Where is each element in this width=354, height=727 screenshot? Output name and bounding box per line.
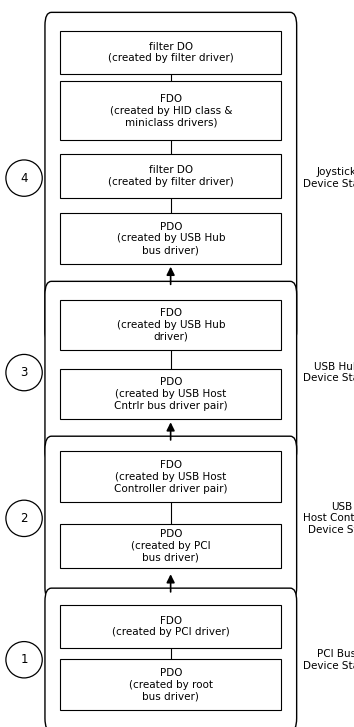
FancyBboxPatch shape [60, 659, 281, 710]
FancyBboxPatch shape [45, 436, 297, 601]
FancyBboxPatch shape [45, 281, 297, 464]
FancyBboxPatch shape [60, 451, 281, 502]
Text: 1: 1 [20, 654, 28, 666]
Text: Joystick
Device Stack: Joystick Device Stack [303, 167, 354, 189]
FancyBboxPatch shape [60, 213, 281, 264]
FancyBboxPatch shape [60, 524, 281, 568]
Text: filter DO
(created by filter driver): filter DO (created by filter driver) [108, 41, 234, 63]
FancyBboxPatch shape [45, 588, 297, 727]
Text: USB
Host Controller
Device Stack: USB Host Controller Device Stack [303, 502, 354, 535]
Text: PCI Bus
Device Stack: PCI Bus Device Stack [303, 649, 354, 670]
Text: FDO
(created by HID class &
miniclass drivers): FDO (created by HID class & miniclass dr… [109, 94, 232, 127]
Text: 3: 3 [21, 366, 28, 379]
FancyBboxPatch shape [60, 31, 281, 74]
Ellipse shape [6, 641, 42, 678]
Text: PDO
(created by PCI
bus driver): PDO (created by PCI bus driver) [131, 529, 211, 563]
Text: FDO
(created by USB Hub
driver): FDO (created by USB Hub driver) [116, 308, 225, 342]
FancyBboxPatch shape [60, 81, 281, 140]
Text: USB Hub
Device Stack: USB Hub Device Stack [303, 362, 354, 383]
Text: FDO
(created by USB Host
Controller driver pair): FDO (created by USB Host Controller driv… [114, 460, 228, 494]
FancyBboxPatch shape [60, 300, 281, 350]
Text: PDO
(created by root
bus driver): PDO (created by root bus driver) [129, 668, 213, 702]
FancyBboxPatch shape [45, 12, 297, 344]
Text: filter DO
(created by filter driver): filter DO (created by filter driver) [108, 165, 234, 187]
FancyBboxPatch shape [60, 369, 281, 419]
Text: 4: 4 [20, 172, 28, 185]
Text: PDO
(created by USB Host
Cntrlr bus driver pair): PDO (created by USB Host Cntrlr bus driv… [114, 377, 228, 411]
FancyBboxPatch shape [60, 605, 281, 648]
Text: FDO
(created by PCI driver): FDO (created by PCI driver) [112, 616, 230, 638]
Text: PDO
(created by USB Hub
bus driver): PDO (created by USB Hub bus driver) [116, 222, 225, 255]
Ellipse shape [6, 160, 42, 196]
Ellipse shape [6, 500, 42, 537]
Ellipse shape [6, 354, 42, 391]
Text: 2: 2 [20, 512, 28, 525]
FancyBboxPatch shape [60, 154, 281, 198]
